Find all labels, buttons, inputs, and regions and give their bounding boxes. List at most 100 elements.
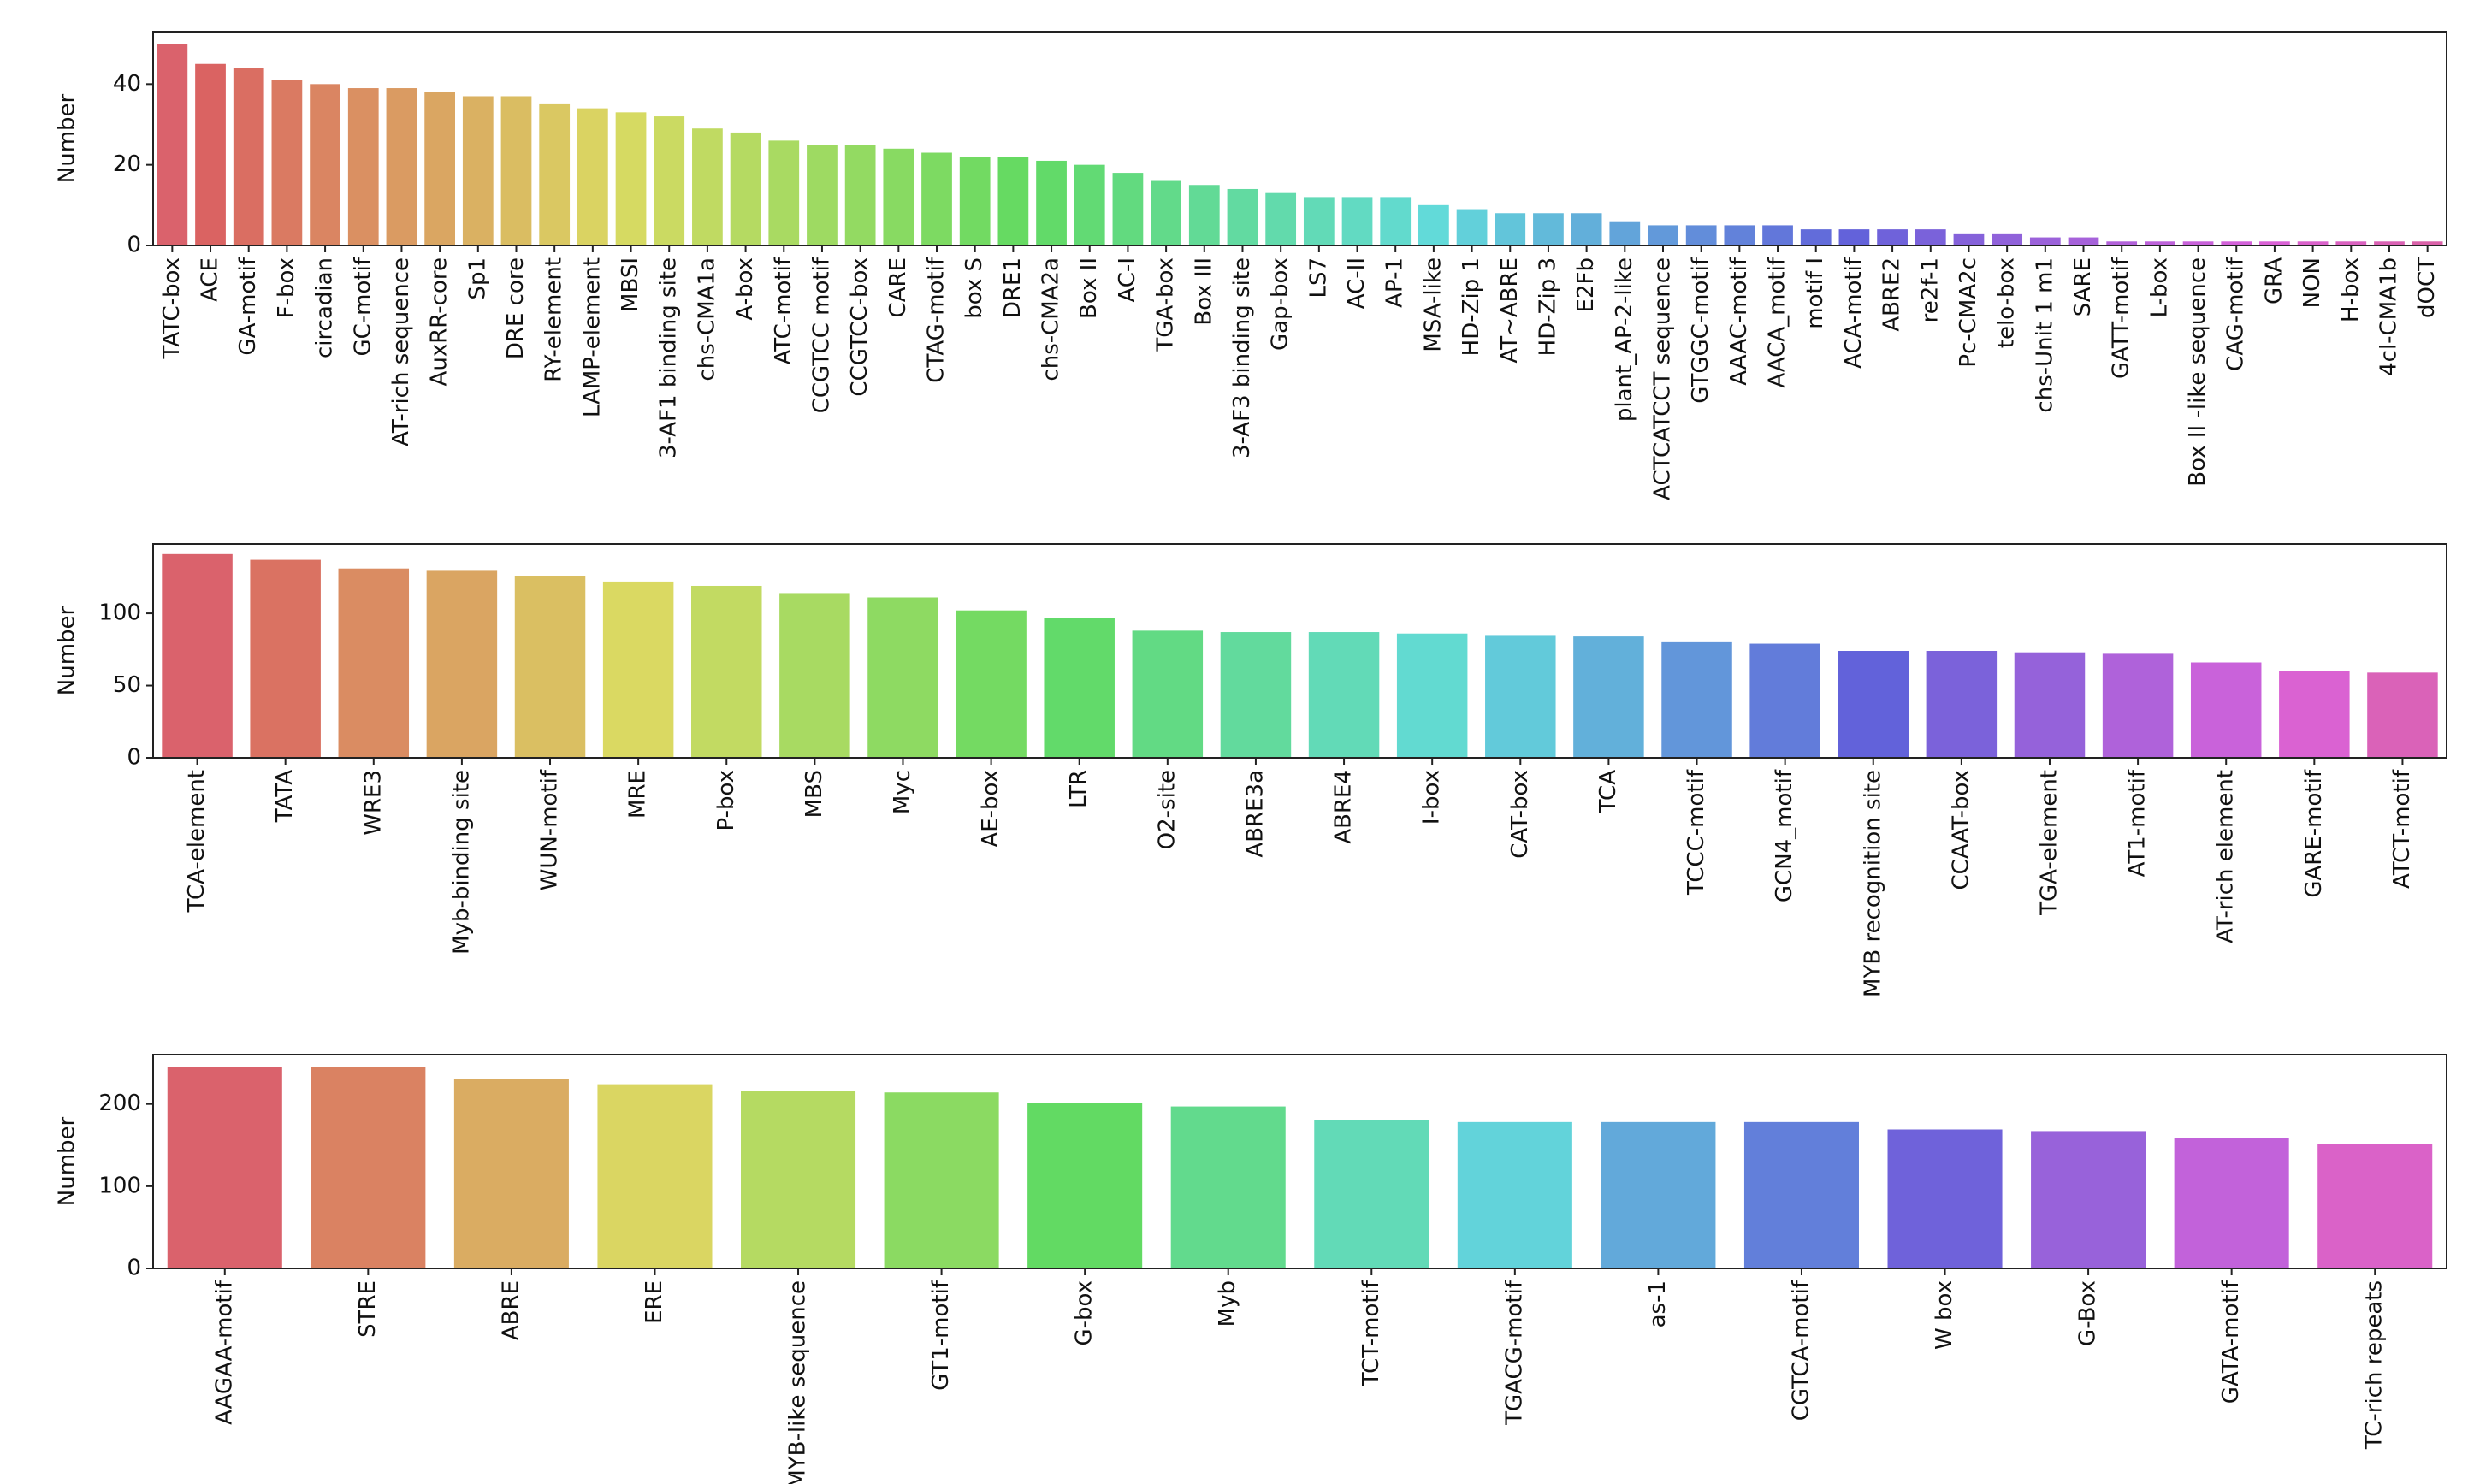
bar xyxy=(1838,229,1870,245)
bar xyxy=(1188,185,1220,245)
bar xyxy=(844,145,876,245)
x-tick-label: TCA xyxy=(1595,770,1621,814)
x-tick-label: HD-Zip 3 xyxy=(1535,257,1560,356)
bar xyxy=(233,68,264,246)
x-tick-label: G-Box xyxy=(2075,1280,2101,1346)
x-tick-label: TATC-box xyxy=(159,257,185,360)
bar xyxy=(1648,225,1678,245)
x-tick-label: AACA_motif xyxy=(1765,257,1790,387)
bar xyxy=(1838,651,1909,758)
bar xyxy=(2317,1144,2433,1268)
x-tick-label: Gap-box xyxy=(1268,257,1293,351)
bar xyxy=(1220,632,1292,758)
y-tick-label: 0 xyxy=(127,745,141,771)
x-tick-label: CTAG-motif xyxy=(924,257,950,383)
x-tick-label: MBSI xyxy=(618,257,643,312)
x-tick-label: GA-motif xyxy=(235,257,261,355)
x-tick-label: AE-box xyxy=(978,770,1003,848)
x-tick-label: Myb-binding site xyxy=(448,770,474,955)
bar xyxy=(157,44,188,246)
x-tick-label: motif I xyxy=(1802,257,1828,329)
x-tick-label: box S xyxy=(962,257,987,319)
bar xyxy=(2374,241,2405,245)
chart-panel: TATC-box ACE GA-motif F-box circadian GC-moti… xyxy=(55,31,2447,500)
bar xyxy=(2412,241,2443,245)
chart-panel: AAGAA-motif STRE ABRE ERE MYB-like sequence G… xyxy=(55,1054,2447,1484)
bar xyxy=(768,140,800,245)
bar xyxy=(1915,229,1946,245)
bar xyxy=(2106,241,2138,245)
x-tick-label: re2f-1 xyxy=(1917,257,1943,322)
x-tick-label: GT1-motif xyxy=(928,1280,954,1391)
x-tick-label: CCGTCC motif xyxy=(808,257,834,413)
bar xyxy=(730,132,761,245)
axes-frame xyxy=(152,1054,2447,1269)
x-tick-label: HD-Zip 1 xyxy=(1459,257,1484,356)
bar xyxy=(195,63,226,246)
y-tick-label: 0 xyxy=(127,233,141,258)
x-tick-label: H-box xyxy=(2338,257,2364,322)
y-tick-label: 200 xyxy=(98,1091,141,1116)
x-tick-label: MYB recognition site xyxy=(1860,770,1885,997)
x-tick-label: Myc xyxy=(890,770,915,814)
x-tick-label: LS7 xyxy=(1305,257,1331,299)
x-tick-label: CAG-motif xyxy=(2223,257,2249,371)
x-tick-label: dOCT xyxy=(2414,257,2440,318)
bar xyxy=(597,1084,713,1268)
x-tick-label: AT~ABRE xyxy=(1497,257,1523,364)
x-tick-label: A-box xyxy=(732,257,758,321)
bar xyxy=(1495,213,1526,245)
x-tick-label: DRE1 xyxy=(1000,257,1026,318)
x-tick-label: LTR xyxy=(1066,770,1092,808)
bar xyxy=(1227,188,1258,245)
x-tick-label: TGA-element xyxy=(2036,770,2062,916)
bar xyxy=(1314,1120,1429,1268)
y-tick-label: 40 xyxy=(113,71,141,97)
bar xyxy=(956,610,1027,758)
x-tick-label: GC-motif xyxy=(350,257,376,356)
bar xyxy=(1027,1103,1143,1268)
bar xyxy=(1609,221,1641,245)
x-tick-label: AT-rich element xyxy=(2213,770,2239,943)
bar xyxy=(426,570,498,758)
bar xyxy=(453,1079,569,1268)
bar xyxy=(1724,225,1755,245)
x-tick-label: 3-AF1 binding site xyxy=(656,257,682,458)
bar xyxy=(1661,641,1732,758)
x-tick-label: AAGAA-motif xyxy=(211,1280,237,1425)
bar xyxy=(310,84,340,245)
x-tick-label: as-1 xyxy=(1645,1280,1671,1327)
bar xyxy=(1749,643,1820,758)
bar xyxy=(2174,1138,2289,1268)
x-tick-label: GATA-motif xyxy=(2218,1280,2244,1404)
bar xyxy=(2221,241,2252,245)
x-tick-label: W box xyxy=(1932,1280,1957,1350)
x-tick-label: MRE xyxy=(625,770,651,819)
x-tick-label: Sp1 xyxy=(465,257,490,300)
bar xyxy=(615,112,647,245)
bar xyxy=(867,597,938,758)
x-tick-label: SARE xyxy=(2070,257,2096,316)
x-tick-label: O2-site xyxy=(1154,770,1180,849)
x-tick-label: STRE xyxy=(355,1280,381,1338)
bar xyxy=(2102,653,2174,758)
bar xyxy=(1533,213,1564,245)
x-tick-label: TC-rich repeats xyxy=(2362,1280,2388,1450)
bar xyxy=(1265,192,1297,245)
bar xyxy=(1457,1121,1572,1268)
bar xyxy=(424,92,455,245)
bar xyxy=(311,1067,426,1268)
y-axis-label: Number xyxy=(55,1116,80,1206)
x-tick-label: Box II -like sequence xyxy=(2185,257,2211,487)
x-tick-label: P-box xyxy=(713,770,739,831)
bar xyxy=(500,96,532,245)
bar xyxy=(602,581,674,758)
x-tick-label: telo-box xyxy=(1994,257,2020,348)
bar xyxy=(884,1092,999,1268)
x-tick-label: ABRE xyxy=(498,1280,524,1340)
bar xyxy=(2031,1131,2146,1268)
bar xyxy=(271,80,303,245)
x-tick-label: CARE xyxy=(885,257,911,317)
x-tick-label: Pc-CMA2c xyxy=(1956,257,1981,368)
